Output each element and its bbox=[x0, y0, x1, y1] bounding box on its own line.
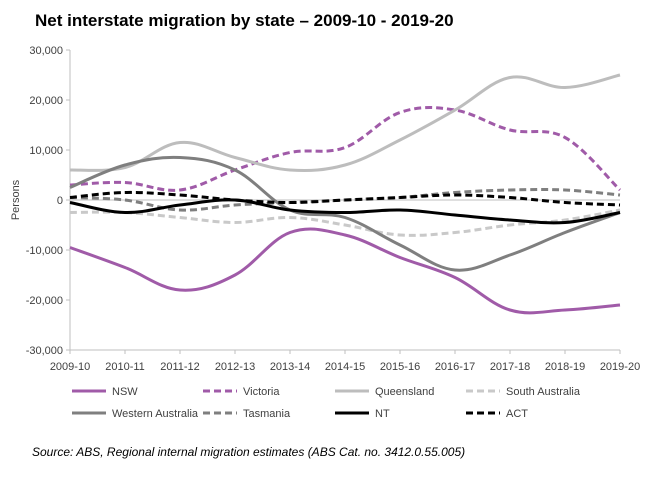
y-tick-label: -30,000 bbox=[26, 345, 63, 357]
series-lines bbox=[69, 73, 622, 315]
y-tick-label: 0 bbox=[57, 195, 63, 207]
x-tick-label: 2011-12 bbox=[160, 361, 200, 373]
legend-label-tasmania: Tasmania bbox=[243, 408, 291, 420]
legend-label-act: ACT bbox=[506, 408, 528, 420]
x-tick-label: 2018-19 bbox=[545, 361, 585, 373]
legend-label-queensland: Queensland bbox=[375, 386, 434, 398]
series-line-victoria bbox=[69, 106, 622, 192]
legend-label-victoria: Victoria bbox=[243, 386, 280, 398]
x-tick-label: 2015-16 bbox=[380, 361, 420, 373]
y-tick-label: -10,000 bbox=[26, 245, 63, 257]
x-tick-label: 2014-15 bbox=[325, 361, 365, 373]
series-line-western-australia bbox=[69, 155, 621, 272]
y-tick-label: -20,000 bbox=[26, 295, 63, 307]
legend-label-western-australia: Western Australia bbox=[112, 408, 199, 420]
x-tick-label: 2013-14 bbox=[270, 361, 310, 373]
y-tick-label: 20,000 bbox=[29, 95, 63, 107]
x-tick-label: 2010-11 bbox=[105, 361, 145, 373]
legend-label-nsw: NSW bbox=[112, 386, 138, 398]
chart-legend: NSW Victoria Queensland South Australia West… bbox=[72, 386, 581, 420]
x-tick-label: 2009-10 bbox=[50, 361, 90, 373]
series-line-nt bbox=[69, 198, 621, 225]
series-line-act bbox=[69, 190, 621, 207]
series-line-south-australia bbox=[69, 208, 621, 237]
x-tick-label: 2019-20 bbox=[600, 361, 640, 373]
x-tick-label: 2012-13 bbox=[215, 361, 255, 373]
series-line-queensland bbox=[69, 73, 621, 173]
y-tick-label: 10,000 bbox=[29, 145, 63, 157]
chart-title: Net interstate migration by state – 2009… bbox=[35, 11, 454, 30]
legend-label-nt: NT bbox=[375, 408, 390, 420]
y-tick-label: 30,000 bbox=[29, 45, 63, 57]
x-tick-label: 2016-17 bbox=[435, 361, 475, 373]
source-note: Source: ABS, Regional internal migration… bbox=[32, 445, 466, 459]
series-line-nsw bbox=[69, 227, 621, 315]
legend-label-south-australia: South Australia bbox=[506, 386, 581, 398]
x-tick-label: 2017-18 bbox=[490, 361, 530, 373]
chart-axes: 30,000 20,000 10,000 0 -10,000 -20,000 -30,000… bbox=[10, 45, 640, 373]
y-axis-title: Persons bbox=[10, 179, 22, 220]
